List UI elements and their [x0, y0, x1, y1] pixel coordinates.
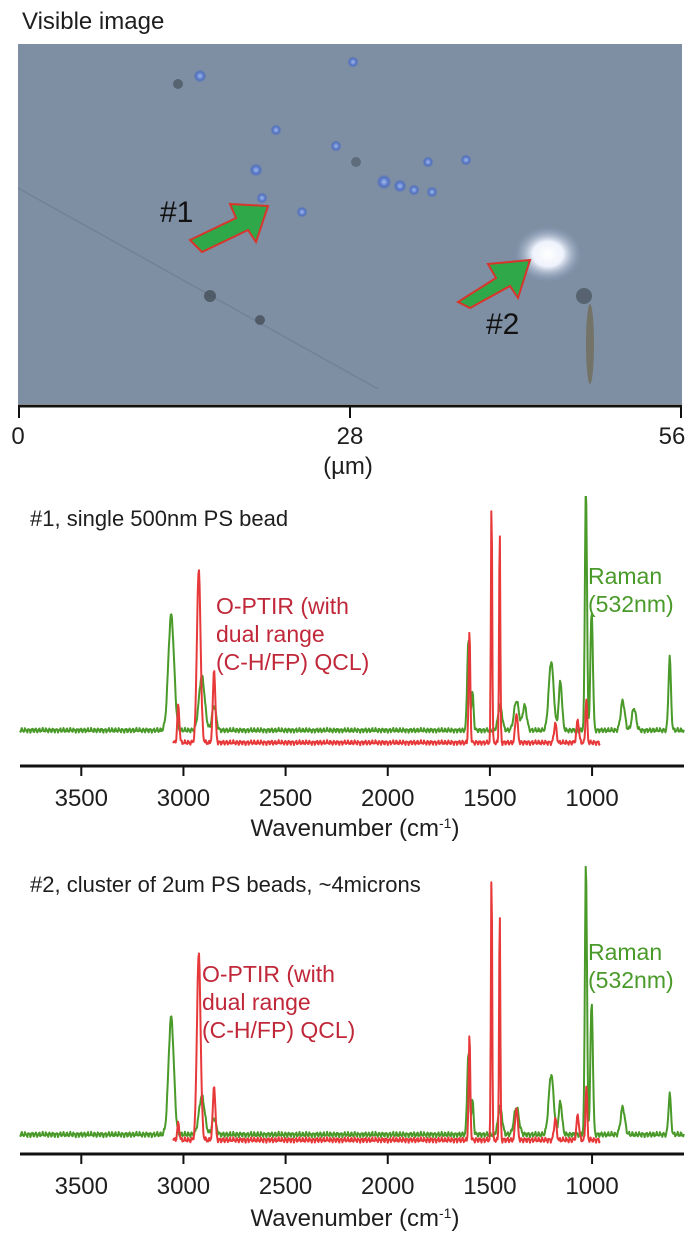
micro-background [18, 44, 682, 404]
arrow-2-icon [455, 258, 532, 310]
annotation-green-2-line-2: (532nm) [588, 967, 674, 993]
raman-series-line [19, 866, 685, 1139]
annotation-red-2-line-2: dual range [202, 989, 311, 1015]
spectrum-chart-1: #1, single 500nm PS bead 3500 3000 2500 200… [19, 496, 685, 842]
scratch-line [17, 187, 379, 390]
spectrum-chart-2: #2, cluster of 2um PS beads, ~4microns 3… [19, 866, 685, 1232]
micro-title: Visible image [22, 8, 165, 35]
annotation-green-1-line-1: Raman [588, 563, 662, 589]
x-tick-label: 3000 [157, 1173, 210, 1200]
series-layer-1 [19, 496, 685, 747]
x-ticks-1: 3500 3000 2500 2000 1500 1000 [55, 766, 619, 812]
x-tick-label: 3000 [157, 785, 210, 812]
arrow-1-icon [188, 202, 270, 254]
x-axis-title-2: Wavenumber (cm-1) [251, 1205, 460, 1232]
annotation-green-2-line-1: Raman [588, 939, 662, 965]
x-tick-label: 1500 [463, 1173, 516, 1200]
annotation-red-2-line-1: O-PTIR (with [202, 961, 335, 987]
scale-label-2: 56 [659, 423, 686, 450]
x-tick-label: 2500 [259, 1173, 312, 1200]
x-ticks-2: 3500 3000 2500 2000 1500 1000 [55, 1154, 619, 1200]
microscope-image: #1 #2 [17, 44, 682, 404]
scale-label-0: 0 [11, 423, 24, 450]
optir-series-line [172, 881, 601, 1144]
optir-series-line [172, 510, 601, 747]
scale-unit: (µm) [323, 453, 373, 480]
microscope-svg: #1 #2 [17, 44, 682, 404]
annotation-green-1-line-2: (532nm) [588, 591, 674, 617]
annotation-red-2-line-3: (C-H/FP) QCL) [202, 1017, 355, 1043]
chart-title-2: #2, cluster of 2um PS beads, ~4microns [30, 872, 421, 897]
annotation-red-1-line-1: O-PTIR (with [216, 593, 349, 619]
annotation-red-1-line-3: (C-H/FP) QCL) [216, 649, 369, 675]
x-tick-label: 2500 [259, 785, 312, 812]
particles [173, 56, 594, 384]
x-tick-label: 1000 [565, 785, 618, 812]
series-layer-2 [19, 866, 685, 1144]
x-tick-label: 2000 [361, 785, 414, 812]
x-tick-label: 3500 [55, 1173, 108, 1200]
label-2: #2 [486, 308, 519, 341]
label-1: #1 [160, 196, 193, 229]
x-tick-label: 1000 [565, 1173, 618, 1200]
scale-bar: 0 28 56 (µm) [11, 404, 686, 480]
chart-title-1: #1, single 500nm PS bead [30, 506, 288, 531]
x-axis-title-1: Wavenumber (cm-1) [251, 815, 460, 842]
x-tick-label: 3500 [55, 785, 108, 812]
x-tick-label: 2000 [361, 1173, 414, 1200]
x-tick-label: 1500 [463, 785, 516, 812]
raman-series-line [19, 496, 685, 734]
scale-label-1: 28 [337, 423, 364, 450]
annotation-red-1-line-2: dual range [216, 621, 325, 647]
